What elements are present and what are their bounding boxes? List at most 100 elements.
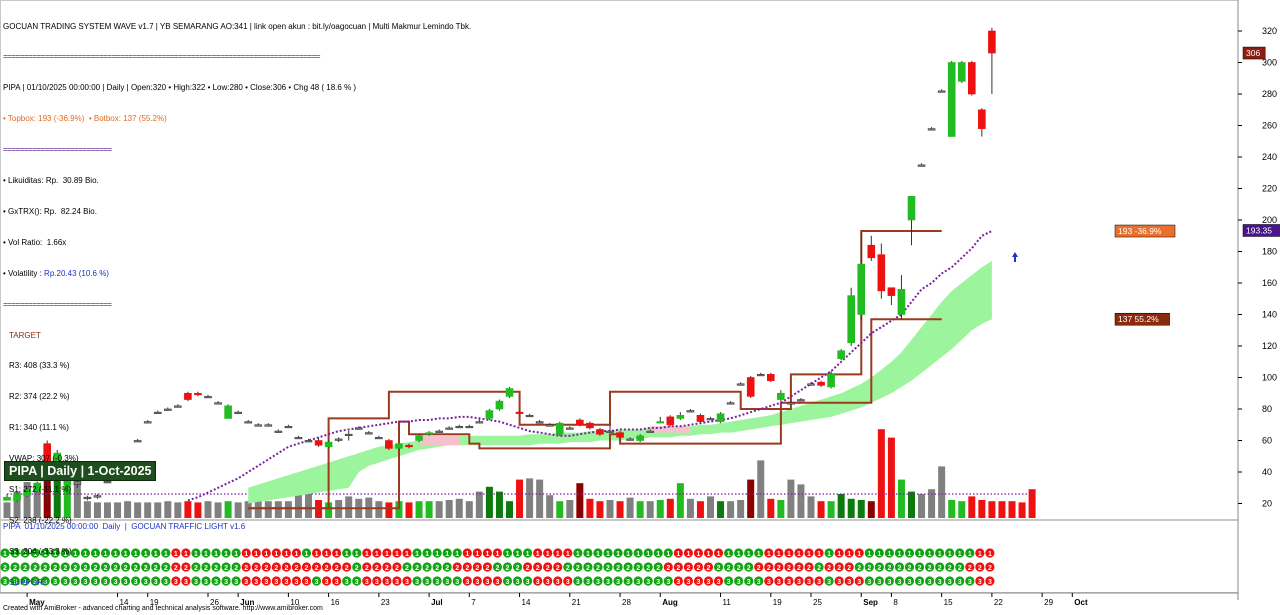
traffic-light-dot bbox=[322, 562, 332, 572]
candle bbox=[696, 413, 705, 424]
candle bbox=[244, 420, 252, 424]
candle-body bbox=[857, 263, 866, 315]
candle bbox=[455, 424, 464, 429]
x-tick-label: 15 bbox=[944, 598, 953, 607]
traffic-light-digit: 2 bbox=[958, 565, 962, 572]
candle bbox=[304, 438, 313, 443]
traffic-light-digit: 3 bbox=[345, 579, 349, 586]
candle bbox=[907, 196, 916, 246]
traffic-light-dot bbox=[603, 562, 613, 572]
traffic-light-digit: 2 bbox=[184, 565, 188, 572]
candle-body bbox=[174, 405, 182, 408]
candle bbox=[324, 440, 333, 449]
traffic-light-dot bbox=[191, 576, 201, 586]
traffic-light-dot bbox=[301, 576, 312, 586]
level-r2: R2: 374 (22.2 %) bbox=[9, 392, 70, 402]
candle-body bbox=[777, 392, 785, 400]
traffic-light-dot bbox=[975, 562, 985, 572]
candle-body bbox=[706, 418, 715, 421]
candle bbox=[83, 495, 92, 501]
traffic-light-digit: 2 bbox=[174, 565, 178, 572]
traffic-light-digit: 1 bbox=[606, 551, 610, 558]
traffic-light-dot bbox=[734, 562, 744, 572]
traffic-light-digit: 2 bbox=[355, 565, 359, 572]
traffic-light-digit: 1 bbox=[425, 551, 429, 558]
separator: ========================================… bbox=[3, 52, 321, 62]
traffic-light-dot bbox=[131, 562, 141, 572]
candle bbox=[164, 407, 172, 411]
candle-body bbox=[254, 424, 263, 427]
traffic-light-dot bbox=[884, 576, 895, 586]
traffic-light-digit: 1 bbox=[345, 551, 349, 558]
traffic-light-dot bbox=[593, 562, 603, 572]
candle-body bbox=[264, 424, 273, 427]
traffic-light-dot bbox=[90, 548, 101, 558]
candle-body bbox=[3, 496, 11, 501]
traffic-light-dot bbox=[0, 548, 10, 558]
candle bbox=[897, 275, 906, 320]
traffic-light-digit: 2 bbox=[908, 565, 912, 572]
volume-bar bbox=[807, 496, 815, 518]
traffic-light-digit: 3 bbox=[224, 579, 228, 586]
traffic-light-digit: 3 bbox=[405, 579, 409, 586]
x-tick-label: 28 bbox=[622, 598, 631, 607]
traffic-light-dot bbox=[693, 548, 704, 558]
traffic-light-digit: 3 bbox=[877, 579, 881, 586]
traffic-light-digit: 2 bbox=[988, 565, 992, 572]
traffic-light-digit: 1 bbox=[294, 551, 298, 558]
traffic-light-digit: 1 bbox=[596, 551, 600, 558]
traffic-light-dot bbox=[985, 562, 995, 572]
traffic-light-dot bbox=[784, 548, 794, 558]
y-tick-label: 160 bbox=[1262, 278, 1277, 288]
volume-bar bbox=[948, 500, 956, 518]
traffic-light-dot bbox=[804, 562, 814, 572]
traffic-light-digit: 2 bbox=[43, 565, 47, 572]
volume-bar bbox=[33, 486, 41, 518]
traffic-light-dot bbox=[141, 548, 151, 558]
candle bbox=[485, 409, 494, 421]
traffic-light-dot bbox=[874, 548, 884, 558]
candle-body bbox=[405, 444, 413, 448]
candle-body bbox=[244, 421, 252, 424]
candle bbox=[847, 287, 856, 346]
traffic-light-dot bbox=[362, 562, 372, 572]
candle-body bbox=[314, 440, 323, 446]
candle-body bbox=[797, 399, 805, 402]
traffic-light-dot bbox=[80, 548, 90, 558]
traffic-light-dot bbox=[543, 548, 553, 558]
traffic-light-dot bbox=[955, 562, 965, 572]
volume-bar bbox=[636, 501, 644, 518]
volume-bar bbox=[767, 498, 775, 518]
traffic-light-digit: 2 bbox=[13, 565, 17, 572]
candle-body bbox=[847, 295, 856, 344]
traffic-light-dot bbox=[0, 562, 10, 572]
volume-bar bbox=[757, 460, 765, 518]
volume-bar bbox=[908, 491, 915, 518]
traffic-light-dot bbox=[221, 548, 231, 558]
traffic-light-digit: 3 bbox=[506, 579, 510, 586]
traffic-light-digit: 2 bbox=[646, 565, 650, 572]
traffic-light-digit: 3 bbox=[495, 579, 499, 586]
traffic-light-digit: 3 bbox=[516, 579, 520, 586]
traffic-light-dot bbox=[60, 548, 70, 558]
trail-tag-text: 193.35 bbox=[1246, 225, 1272, 235]
candle-body bbox=[234, 411, 242, 414]
traffic-light-digit: 3 bbox=[777, 579, 781, 586]
traffic-light-dot bbox=[864, 562, 874, 572]
traffic-light-dot bbox=[613, 562, 623, 572]
traffic-light-digit: 1 bbox=[124, 551, 128, 558]
candle-body bbox=[766, 374, 775, 381]
ohlc-line: PIPA | 01/10/2025 00:00:00 | Daily | Ope… bbox=[3, 83, 357, 93]
candle bbox=[746, 375, 755, 398]
candle-body bbox=[505, 388, 514, 397]
traffic-light-digit: 3 bbox=[526, 579, 530, 586]
candle bbox=[726, 401, 735, 405]
traffic-light-dot bbox=[372, 548, 382, 558]
traffic-light-digit: 3 bbox=[707, 579, 711, 586]
traffic-light-digit: 2 bbox=[3, 565, 7, 572]
candle bbox=[204, 394, 212, 399]
traffic-light-digit: 3 bbox=[988, 579, 992, 586]
traffic-light-digit: 2 bbox=[264, 565, 268, 572]
volume-bar bbox=[897, 479, 905, 518]
traffic-light-dot bbox=[201, 562, 211, 572]
